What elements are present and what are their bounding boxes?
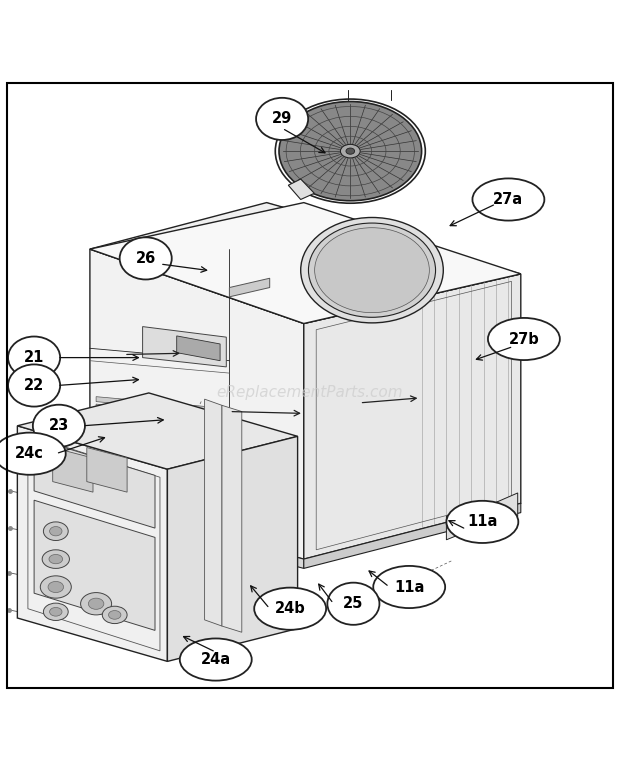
Ellipse shape bbox=[50, 608, 62, 616]
Ellipse shape bbox=[180, 638, 252, 681]
Polygon shape bbox=[96, 404, 220, 420]
Polygon shape bbox=[90, 503, 304, 568]
Ellipse shape bbox=[8, 365, 60, 406]
Ellipse shape bbox=[102, 606, 127, 624]
Ellipse shape bbox=[346, 148, 355, 154]
Ellipse shape bbox=[0, 433, 66, 475]
Text: 27a: 27a bbox=[494, 192, 523, 207]
Ellipse shape bbox=[43, 522, 68, 540]
Polygon shape bbox=[222, 406, 242, 632]
Ellipse shape bbox=[40, 576, 71, 598]
Ellipse shape bbox=[33, 405, 85, 447]
Text: eReplacementParts.com: eReplacementParts.com bbox=[216, 386, 404, 400]
Text: 27b: 27b bbox=[508, 332, 539, 346]
Text: 24b: 24b bbox=[275, 601, 306, 616]
Ellipse shape bbox=[446, 501, 518, 543]
Polygon shape bbox=[90, 203, 521, 324]
Text: 25: 25 bbox=[343, 596, 363, 611]
Text: 11a: 11a bbox=[394, 580, 424, 594]
Ellipse shape bbox=[50, 527, 62, 536]
Ellipse shape bbox=[488, 318, 560, 360]
Ellipse shape bbox=[301, 217, 443, 323]
Ellipse shape bbox=[120, 237, 172, 279]
Polygon shape bbox=[53, 447, 93, 492]
Polygon shape bbox=[90, 203, 521, 324]
Ellipse shape bbox=[108, 611, 121, 619]
Ellipse shape bbox=[373, 566, 445, 608]
Text: 11a: 11a bbox=[467, 514, 497, 530]
Polygon shape bbox=[34, 500, 155, 631]
Ellipse shape bbox=[340, 144, 360, 158]
Text: 21: 21 bbox=[24, 350, 44, 365]
Ellipse shape bbox=[49, 554, 63, 564]
Ellipse shape bbox=[254, 588, 326, 630]
Polygon shape bbox=[143, 327, 226, 367]
Polygon shape bbox=[446, 503, 480, 540]
Text: 24a: 24a bbox=[201, 652, 231, 667]
Text: 22: 22 bbox=[24, 378, 44, 393]
Text: 29: 29 bbox=[272, 111, 292, 126]
Polygon shape bbox=[205, 399, 222, 626]
Ellipse shape bbox=[314, 227, 429, 313]
Polygon shape bbox=[490, 493, 518, 529]
Polygon shape bbox=[288, 179, 314, 200]
Polygon shape bbox=[34, 438, 155, 528]
Text: 23: 23 bbox=[49, 419, 69, 433]
Ellipse shape bbox=[256, 98, 308, 140]
Ellipse shape bbox=[472, 178, 544, 221]
Ellipse shape bbox=[81, 593, 112, 615]
Polygon shape bbox=[167, 436, 298, 662]
Polygon shape bbox=[304, 503, 521, 568]
Ellipse shape bbox=[88, 598, 104, 609]
Ellipse shape bbox=[48, 581, 64, 593]
Polygon shape bbox=[229, 278, 270, 297]
Text: 24c: 24c bbox=[16, 446, 44, 461]
Ellipse shape bbox=[327, 583, 379, 625]
Polygon shape bbox=[17, 426, 167, 662]
Polygon shape bbox=[17, 393, 298, 470]
Polygon shape bbox=[90, 249, 304, 559]
Polygon shape bbox=[87, 447, 127, 492]
Ellipse shape bbox=[43, 603, 68, 621]
Polygon shape bbox=[96, 396, 220, 412]
Polygon shape bbox=[177, 336, 220, 361]
Ellipse shape bbox=[8, 336, 60, 379]
Ellipse shape bbox=[279, 102, 422, 200]
Polygon shape bbox=[304, 274, 521, 559]
Ellipse shape bbox=[309, 223, 435, 318]
Ellipse shape bbox=[42, 550, 69, 568]
Text: 26: 26 bbox=[136, 251, 156, 266]
Polygon shape bbox=[96, 412, 220, 428]
